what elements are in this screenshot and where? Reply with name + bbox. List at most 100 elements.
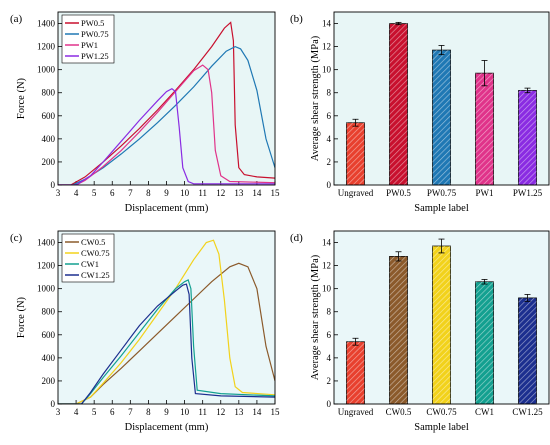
panel-c: (c) 0 200 400 600 800 1000 1200 1400 3 4 5 6 7 8 9 10 11 1… xyxy=(10,230,280,433)
bar-hatch xyxy=(475,73,494,185)
legend-label: PW1 xyxy=(81,40,98,50)
y-tick-label: 1400 xyxy=(37,238,56,248)
x-tick-label: 10 xyxy=(180,188,190,198)
x-tick-label: 8 xyxy=(146,188,151,198)
legend-label: PW0.75 xyxy=(81,29,109,39)
x-tick-label: CW0.5 xyxy=(386,407,412,417)
y-tick-label: 600 xyxy=(42,111,56,121)
series-line-PW1 xyxy=(58,64,275,185)
y-tick-label: 600 xyxy=(42,330,56,340)
y-tick-label: 0 xyxy=(51,180,56,190)
y-tick-label: 2 xyxy=(327,376,332,386)
y-tick-label: 400 xyxy=(42,134,56,144)
y-tick-label: 200 xyxy=(42,376,56,386)
panel-b: (b) 0 2 4 6 8 10 12 14 Ungraved PW0.5 PW0.75 PW1 PW1.… xyxy=(290,11,550,214)
bar-hatch xyxy=(475,281,494,404)
y-tick-label: 200 xyxy=(42,157,56,167)
x-tick-label: 12 xyxy=(216,407,225,417)
x-tick-label: 14 xyxy=(252,188,262,198)
x-tick-label: 5 xyxy=(92,188,97,198)
x-tick-label: PW1.25 xyxy=(513,188,543,198)
y-tick-label: 10 xyxy=(322,65,332,75)
x-tick-label: 6 xyxy=(110,188,115,198)
legend-label: CW1.25 xyxy=(81,270,110,280)
x-tick-label: 9 xyxy=(164,188,169,198)
series-line-CW1.25 xyxy=(58,283,275,404)
x-axis-label: Sample label xyxy=(414,422,469,433)
series-line-PW1.25 xyxy=(58,87,275,185)
x-tick-label: 5 xyxy=(92,407,97,417)
plot-frame xyxy=(333,230,550,405)
legend-label: CW0.75 xyxy=(81,248,110,258)
x-tick-label: 4 xyxy=(74,407,79,417)
legend-label: PW0.5 xyxy=(81,18,104,28)
y-axis-label: Average shear strength (MPa) xyxy=(310,254,321,380)
x-tick-label: 7 xyxy=(128,407,133,417)
bar-hatch xyxy=(518,297,537,404)
x-tick-label: Ungraved xyxy=(338,407,374,417)
x-tick-label: PW1 xyxy=(476,188,494,198)
legend-label: PW1.25 xyxy=(81,51,109,61)
y-axis-label: Average shear strength (MPa) xyxy=(310,35,321,161)
y-tick-label: 12 xyxy=(322,261,331,271)
x-tick-label: PW0.5 xyxy=(386,188,411,198)
bar-hatch xyxy=(518,90,537,185)
x-tick-label: 11 xyxy=(198,407,207,417)
y-tick-label: 12 xyxy=(322,42,331,52)
plot-frame xyxy=(333,11,550,186)
x-tick-label: 13 xyxy=(234,407,244,417)
y-tick-label: 1400 xyxy=(37,19,56,29)
bar-hatch xyxy=(432,245,451,404)
bar-hatch xyxy=(432,50,451,186)
y-tick-label: 6 xyxy=(327,330,332,340)
x-axis-label: Sample label xyxy=(414,203,469,214)
legend-label: CW0.5 xyxy=(81,237,105,247)
panel-d: (d) 0 2 4 6 8 10 12 14 Ungraved CW0.5 CW0.75 CW1 CW1.… xyxy=(290,230,550,433)
y-tick-label: 6 xyxy=(327,111,332,121)
plot-frame xyxy=(57,11,276,186)
x-tick-label: CW0.75 xyxy=(426,407,457,417)
x-tick-label: 3 xyxy=(56,407,61,417)
y-tick-label: 0 xyxy=(327,399,332,409)
bar-hatch xyxy=(346,341,365,404)
y-tick-label: 0 xyxy=(51,399,56,409)
plot-frame xyxy=(57,230,276,405)
x-tick-label: 6 xyxy=(110,407,115,417)
x-tick-label: CW1.25 xyxy=(512,407,543,417)
panel-a: (a) 0 200 400 600 800 1000 1200 1400 3 4 5 6 7 8 9 10 11 1… xyxy=(10,11,281,214)
y-tick-label: 4 xyxy=(327,353,332,363)
y-tick-label: 400 xyxy=(42,353,56,363)
y-axis-label: Force (N) xyxy=(16,296,27,338)
x-tick-label: 9 xyxy=(164,407,169,417)
panel-label: (a) xyxy=(10,13,23,25)
y-tick-label: 8 xyxy=(327,88,332,98)
x-axis-label: Displacement (mm) xyxy=(125,422,209,433)
y-tick-label: 1000 xyxy=(37,284,56,294)
legend-label: CW1 xyxy=(81,259,99,269)
panel-label: (c) xyxy=(10,232,23,244)
y-tick-label: 14 xyxy=(322,238,332,248)
x-tick-label: 12 xyxy=(216,188,225,198)
x-axis-label: Displacement (mm) xyxy=(125,203,209,214)
y-tick-label: 2 xyxy=(327,157,332,167)
x-tick-label: 14 xyxy=(252,407,262,417)
x-tick-label: 4 xyxy=(74,188,79,198)
y-tick-label: 8 xyxy=(327,307,332,317)
x-tick-label: 3 xyxy=(56,188,61,198)
y-tick-label: 4 xyxy=(327,134,332,144)
x-tick-label: 10 xyxy=(180,407,190,417)
y-tick-label: 800 xyxy=(42,307,56,317)
y-tick-label: 800 xyxy=(42,88,56,98)
y-tick-label: 1200 xyxy=(37,261,56,271)
x-tick-label: CW1 xyxy=(475,407,494,417)
y-tick-label: 1200 xyxy=(37,42,56,52)
x-tick-label: 15 xyxy=(271,188,281,198)
panel-label: (b) xyxy=(290,13,303,25)
x-tick-label: 13 xyxy=(234,188,244,198)
x-tick-label: 7 xyxy=(128,188,133,198)
y-axis-label: Force (N) xyxy=(16,77,27,119)
bar-hatch xyxy=(389,256,408,404)
